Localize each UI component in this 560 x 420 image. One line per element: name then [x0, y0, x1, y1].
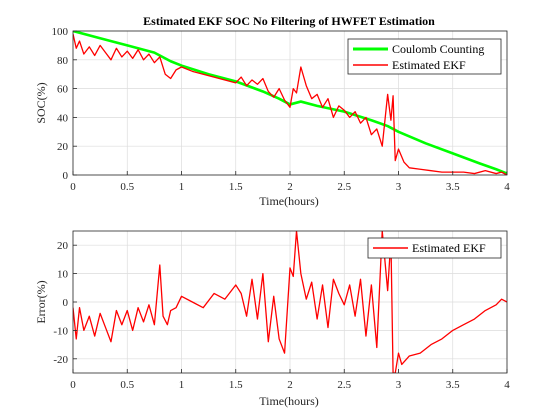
error-x-tick-label: 1 — [179, 379, 185, 391]
soc-legend-label-ekf: Estimated EKF — [392, 58, 466, 72]
soc-chart-title: Estimated EKF SOC No Filtering of HWFET … — [143, 14, 435, 28]
soc-x-tick-label: 1.5 — [229, 181, 243, 193]
soc-y-tick-label: 0 — [63, 170, 69, 182]
error-x-tick-label: 0 — [70, 379, 76, 391]
error-x-tick-label: 2 — [287, 379, 293, 391]
soc-legend: Coulomb Counting Estimated EKF — [348, 39, 501, 74]
soc-x-tick-label: 3.5 — [446, 181, 460, 193]
soc-y-tick-label: 40 — [57, 112, 69, 124]
soc-y-tick-label: 100 — [52, 26, 69, 38]
error-x-tick-label: 3.5 — [446, 379, 460, 391]
error-y-tick-label: -20 — [53, 354, 68, 366]
soc-y-tick-label: 60 — [57, 84, 69, 96]
soc-x-tick-label: 3 — [396, 181, 402, 193]
soc-x-tick-label: 0.5 — [120, 181, 134, 193]
soc-y-tick-label: 80 — [57, 55, 69, 67]
error-y-axis-label: Error(%) — [34, 280, 48, 323]
error-x-axis-label: Time(hours) — [259, 394, 319, 408]
soc-x-tick-label: 1 — [179, 181, 185, 193]
error-y-tick-label: 10 — [57, 269, 69, 281]
error-x-tick-label: 1.5 — [229, 379, 243, 391]
soc-x-axis-label: Time(hours) — [259, 194, 319, 208]
soc-y-tick-label: 20 — [57, 141, 69, 153]
soc-x-tick-label: 2.5 — [337, 181, 351, 193]
soc-x-tick-label: 2 — [287, 181, 293, 193]
error-y-tick-label: 0 — [63, 297, 69, 309]
error-x-tick-label: 2.5 — [337, 379, 351, 391]
error-x-tick-label: 3 — [396, 379, 402, 391]
error-x-tick-label: 4 — [504, 379, 510, 391]
error-y-tick-label: 20 — [57, 240, 69, 252]
error-x-tick-label: 0.5 — [120, 379, 134, 391]
error-legend: Estimated EKF — [368, 238, 501, 258]
soc-x-tick-label: 4 — [504, 181, 510, 193]
soc-x-tick-label: 0 — [70, 181, 76, 193]
soc-y-axis-label: SOC(%) — [34, 82, 48, 123]
error-y-tick-label: -10 — [53, 325, 68, 337]
soc-legend-label-coulomb: Coulomb Counting — [392, 42, 484, 56]
error-legend-label-ekf: Estimated EKF — [412, 241, 486, 255]
